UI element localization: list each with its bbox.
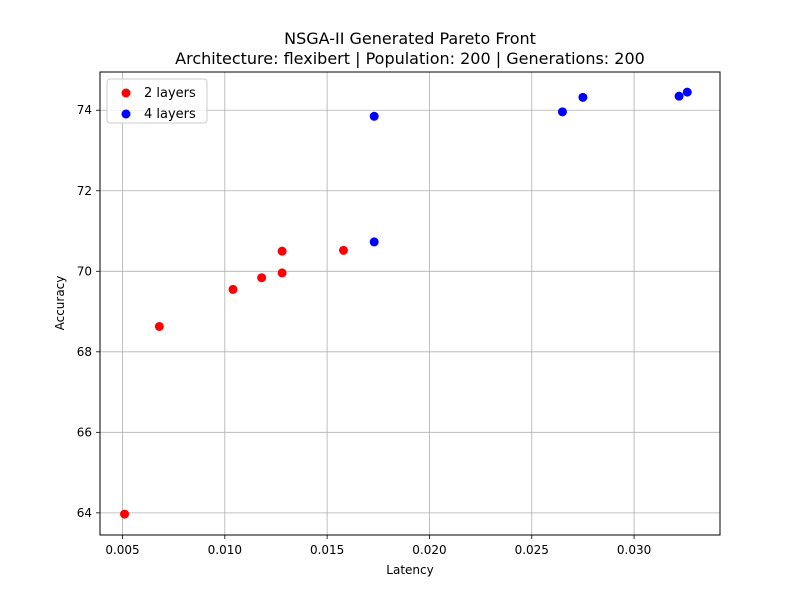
grid bbox=[100, 72, 720, 535]
x-tick-label: 0.025 bbox=[515, 543, 549, 557]
x-tick-label: 0.015 bbox=[310, 543, 344, 557]
y-tick-label: 74 bbox=[77, 103, 92, 117]
x-axis-label: Latency bbox=[386, 563, 433, 577]
data-point-series-2 bbox=[682, 87, 692, 97]
y-tick-label: 66 bbox=[77, 425, 92, 439]
axis-ticks: 0.005 0.010 0.015 0.020 0.025 0.030 64 66 68 70 72… bbox=[77, 103, 652, 557]
x-tick-label: 0.010 bbox=[208, 543, 242, 557]
data-point-series-2 bbox=[674, 91, 684, 101]
data-point-series-1 bbox=[338, 245, 348, 255]
data-point-series-1 bbox=[120, 509, 130, 519]
data-points bbox=[120, 87, 692, 519]
data-point-series-1 bbox=[228, 284, 238, 294]
data-point-series-2 bbox=[578, 92, 588, 102]
y-tick-label: 64 bbox=[77, 506, 92, 520]
legend: 2 layers 4 layers bbox=[106, 78, 208, 124]
y-tick-label: 68 bbox=[77, 345, 92, 359]
legend-marker bbox=[121, 109, 131, 119]
data-point-series-1 bbox=[154, 321, 164, 331]
data-point-series-1 bbox=[257, 273, 267, 283]
legend-label: 4 layers bbox=[144, 107, 196, 122]
chart-title: NSGA-II Generated Pareto Front bbox=[284, 29, 536, 48]
data-point-series-2 bbox=[369, 237, 379, 247]
legend-box bbox=[106, 78, 208, 124]
data-point-series-1 bbox=[277, 268, 287, 278]
legend-label: 2 layers bbox=[144, 86, 196, 101]
legend-marker bbox=[121, 88, 131, 98]
x-tick-label: 0.020 bbox=[412, 543, 446, 557]
x-tick-label: 0.005 bbox=[105, 543, 139, 557]
x-tick-label: 0.030 bbox=[617, 543, 651, 557]
chart-subtitle: Architecture: flexibert | Population: 20… bbox=[175, 49, 645, 68]
y-axis-label: Accuracy bbox=[53, 276, 67, 331]
data-point-series-2 bbox=[369, 111, 379, 121]
data-point-series-1 bbox=[277, 246, 287, 256]
y-tick-label: 72 bbox=[77, 184, 92, 198]
data-point-series-2 bbox=[557, 107, 567, 117]
y-tick-label: 70 bbox=[77, 264, 92, 278]
plot-frame bbox=[99, 71, 721, 536]
